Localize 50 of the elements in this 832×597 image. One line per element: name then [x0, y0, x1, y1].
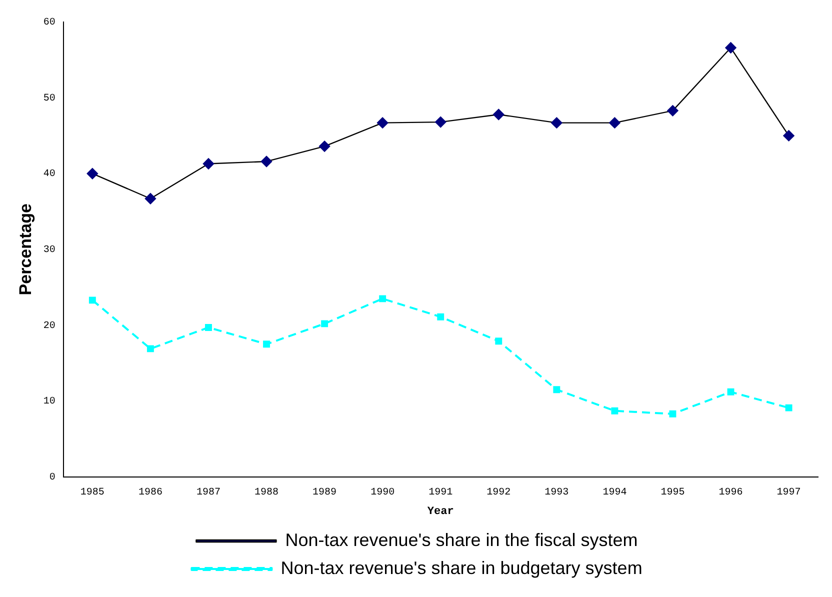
- point: [553, 386, 560, 394]
- point: [88, 296, 96, 304]
- point: [144, 193, 156, 204]
- point: [609, 117, 620, 128]
- point: [202, 158, 214, 170]
- y-tick-label: 60: [43, 18, 56, 29]
- point: [785, 404, 792, 412]
- x-tick-label: 1990: [370, 487, 395, 498]
- x-tick-label: 1992: [486, 487, 511, 498]
- point: [205, 324, 212, 331]
- x-tick-label: 1994: [602, 487, 627, 498]
- point: [667, 105, 678, 116]
- point: [260, 156, 272, 168]
- x-tick-label: 1997: [776, 487, 801, 498]
- point: [318, 140, 330, 152]
- point: [86, 168, 98, 180]
- x-tick-label: 1995: [660, 487, 685, 498]
- point: [321, 320, 328, 328]
- point: [611, 407, 618, 414]
- point: [263, 340, 270, 348]
- y-tick-label: 10: [43, 396, 56, 408]
- point: [725, 42, 736, 54]
- point: [435, 116, 446, 128]
- legend-label: Non-tax revenue's share in the fiscal system: [285, 530, 638, 550]
- x-tick-label: 1989: [312, 487, 337, 498]
- point: [551, 117, 562, 128]
- point: [437, 313, 444, 320]
- point: [783, 130, 794, 142]
- x-axis-title: Year: [427, 506, 454, 518]
- x-tick-label: 1991: [428, 487, 453, 498]
- point: [379, 295, 386, 302]
- point: [727, 388, 734, 396]
- x-tick-label: 1988: [254, 487, 279, 498]
- point: [146, 345, 154, 352]
- y-axis-title: Percentage: [16, 204, 35, 296]
- x-tick-label: 1987: [196, 487, 220, 498]
- y-tick-label: 40: [43, 169, 56, 180]
- point: [495, 338, 502, 345]
- x-tick-label: 1996: [718, 487, 743, 498]
- y-tick-label: 20: [43, 320, 56, 332]
- x-tick-label: 1986: [138, 487, 162, 498]
- y-tick-label: 30: [43, 245, 56, 256]
- x-tick-label: 1985: [80, 487, 104, 498]
- legend-label: Non-tax revenue's share in budgetary system: [280, 558, 642, 578]
- y-tick-label: 50: [43, 93, 56, 104]
- x-tick-label: 1993: [544, 487, 569, 498]
- point: [493, 108, 504, 120]
- y-tick-label: 0: [49, 472, 56, 484]
- point: [376, 117, 388, 128]
- point: [669, 410, 676, 418]
